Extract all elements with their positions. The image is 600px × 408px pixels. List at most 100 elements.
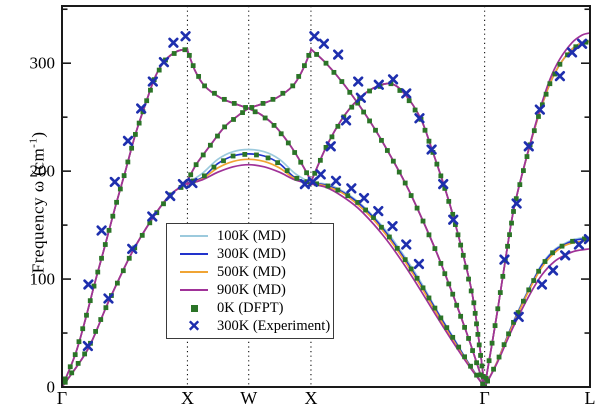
dfpt-square-marker	[72, 352, 78, 358]
dfpt-square-marker	[396, 169, 402, 175]
dfpt-square-marker	[466, 336, 471, 341]
md-curve-100k	[483, 236, 590, 387]
dfpt-square-marker	[212, 90, 217, 96]
x-tick-label-Γ: Γ	[57, 388, 67, 408]
dfpt-square-marker	[252, 109, 258, 115]
dfpt-square-marker	[230, 153, 236, 159]
dfpt-square-marker	[557, 61, 563, 67]
dfpt-square-marker	[511, 209, 516, 214]
dfpt-square-marker	[438, 315, 444, 321]
dfpt-square-marker	[426, 295, 432, 301]
dfpt-square-marker	[402, 257, 408, 263]
experiment-x-marker	[583, 233, 590, 245]
dfpt-square-marker	[76, 339, 82, 345]
y-tick-label: 300	[30, 54, 56, 73]
dfpt-square-marker	[75, 360, 81, 366]
dfpt-square-marker	[474, 321, 479, 327]
dfpt-square-marker	[262, 115, 268, 121]
dfpt-square-marker	[474, 372, 479, 378]
legend-label: 100K (MD)	[217, 227, 286, 244]
dfpt-square-marker	[87, 298, 93, 304]
dfpt-square-marker	[114, 199, 119, 205]
experiment-x-marker	[168, 37, 179, 48]
dfpt-square-marker	[470, 348, 475, 353]
dfpt-square-marker	[67, 364, 73, 370]
dfpt-square-marker	[190, 63, 196, 69]
md-curve-100k	[186, 49, 312, 182]
dfpt-square-marker	[278, 131, 284, 137]
plot-frame	[61, 5, 591, 388]
experiment-x-marker	[96, 225, 107, 236]
dfpt-square-marker	[367, 118, 372, 124]
dfpt-square-marker	[468, 288, 474, 294]
dfpt-square-marker	[406, 98, 412, 104]
dfpt-square-marker	[442, 186, 448, 191]
experiment-x-marker	[109, 176, 120, 188]
dfpt-square-marker	[373, 127, 378, 133]
dfpt-square-marker	[420, 285, 426, 291]
experiment-x-marker	[513, 311, 524, 322]
dfpt-square-marker	[446, 281, 452, 287]
y-tick-label: 100	[30, 270, 56, 289]
legend-label: 0K (DFPT)	[217, 299, 284, 316]
dfpt-square-marker	[240, 110, 245, 115]
experiment-x-marker	[387, 74, 399, 85]
experiment-x-marker	[147, 76, 158, 87]
experiment-x-marker	[187, 177, 198, 189]
dfpt-square-marker	[171, 51, 177, 56]
legend-label: 900K (MD)	[217, 281, 286, 298]
experiment-x-marker	[147, 211, 158, 222]
legend-item-0: 100K (MD)	[167, 228, 333, 245]
experiment-x-marker	[353, 76, 364, 87]
dfpt-square-marker	[201, 173, 207, 179]
md-curve-500k	[310, 182, 486, 387]
dfpt-square-marker	[98, 317, 104, 322]
dfpt-square-marker	[270, 96, 276, 102]
md-curve-500k	[310, 48, 486, 387]
dfpt-square-marker	[547, 81, 553, 87]
dfpt-square-marker	[221, 158, 226, 164]
dfpt-square-marker	[466, 276, 471, 282]
dfpt-square-marker	[456, 344, 462, 350]
experiment-x-marker	[122, 135, 134, 147]
dfpt-square-marker	[536, 268, 542, 274]
dfpt-square-marker	[583, 39, 589, 45]
dfpt-square-marker	[99, 255, 104, 261]
dfpt-square-marker	[454, 302, 460, 308]
experiment-x-marker	[373, 205, 384, 217]
dfpt-square-marker	[355, 100, 361, 106]
dfpt-square-marker	[284, 168, 290, 173]
dfpt-square-marker	[475, 331, 481, 337]
dfpt-square-marker	[363, 207, 368, 213]
dfpt-square-marker	[492, 323, 498, 329]
dfpt-square-marker	[117, 186, 123, 192]
dfpt-square-marker	[476, 342, 482, 348]
dfpt-square-marker	[478, 353, 483, 358]
dfpt-square-marker	[106, 227, 112, 233]
dfpt-square-marker	[80, 326, 86, 332]
dfpt-square-marker	[479, 363, 485, 369]
dfpt-square-marker	[507, 232, 512, 238]
dfpt-square-marker	[182, 47, 188, 53]
md-curve-900k	[310, 183, 486, 387]
md-curve-900k	[186, 163, 312, 185]
dfpt-square-marker	[156, 67, 162, 73]
dfpt-square-marker	[455, 232, 461, 238]
dfpt-square-marker	[442, 271, 448, 277]
y-axis-label: Frequency ω (cm-1)	[27, 131, 48, 274]
dfpt-square-marker	[102, 242, 108, 247]
dfpt-square-marker	[335, 123, 341, 129]
dfpt-square-marker	[521, 168, 526, 173]
legend-box: 100K (MD) 300K (MD) 500K (MD) 900K (MD) 0K (…	[166, 223, 334, 339]
dfpt-square-marker	[394, 245, 400, 251]
experiment-x-marker	[387, 221, 398, 232]
experiment-x-marker	[127, 243, 138, 254]
experiment-x-marker	[315, 169, 326, 180]
dfpt-square-marker	[531, 278, 537, 283]
dfpt-square-marker	[339, 79, 345, 84]
dfpt-square-marker	[82, 351, 88, 357]
dfpt-square-marker	[420, 218, 426, 224]
dfpt-square-marker	[114, 280, 120, 286]
experiment-x-marker	[547, 265, 559, 276]
dfpt-square-marker	[314, 52, 319, 57]
